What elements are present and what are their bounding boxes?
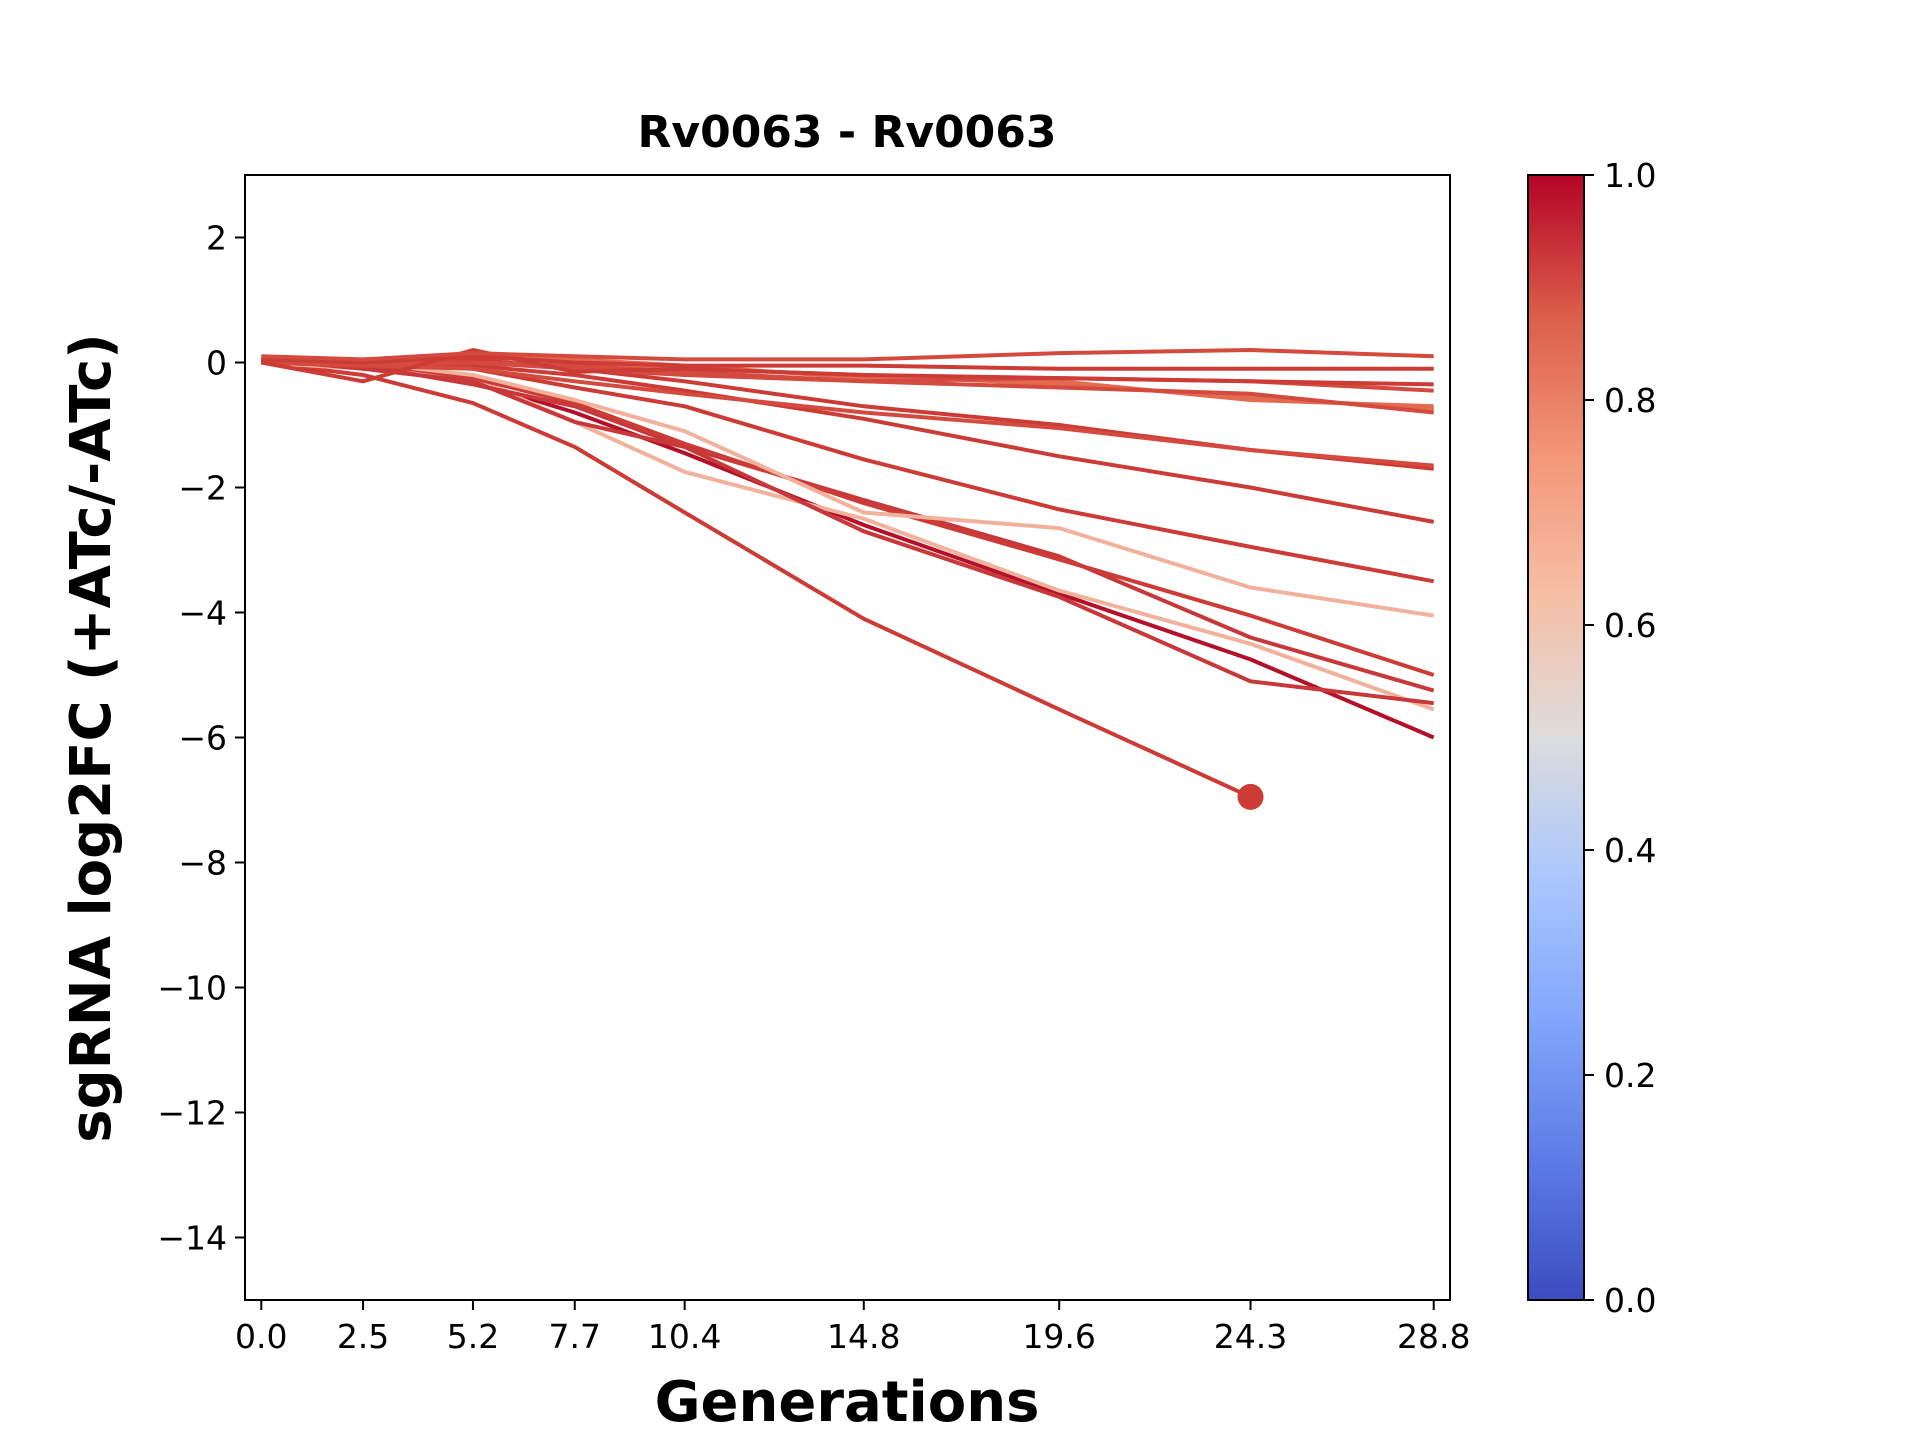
series-line-18 [261,348,1434,362]
y-tick-label: 2 [206,219,227,258]
colorbar-tick-label: 0.4 [1604,831,1656,870]
series-line-14 [261,360,1434,415]
colorbar-tick-label: 0.0 [1604,1281,1656,1320]
series-end-marker [1237,783,1264,810]
x-tick-label: 2.5 [337,1317,389,1356]
x-tick-label: 5.2 [447,1317,499,1356]
x-tick-label: 19.6 [1022,1317,1095,1356]
x-tick-label: 24.3 [1214,1317,1287,1356]
colorbar [1527,174,1585,1301]
y-tick-label: −4 [178,594,227,633]
colorbar-tick-label: 0.8 [1604,381,1656,420]
series-line-1 [261,360,1252,799]
chart-title: Rv0063 - Rv0063 [638,107,1057,158]
x-tick-label: 28.8 [1397,1317,1470,1356]
y-tick-label: −14 [157,1219,227,1258]
y-tick-label: −12 [157,1094,227,1133]
colorbar-ticks: 0.0 0.2 0.4 0.6 0.8 1.0 [1584,156,1656,1320]
series-line-16 [260,348,1434,387]
y-axis-label: sgRNA log2FC (+ATc/-ATc) [59,333,124,1143]
y-tick-label: −10 [157,969,227,1008]
x-tick-label: 10.4 [648,1317,721,1356]
colorbar-tick-label: 0.2 [1604,1056,1656,1095]
x-tick-label: 7.7 [549,1317,601,1356]
series-line-11 [261,360,1434,468]
y-tick-label: −2 [178,469,227,508]
plot-frame [244,174,1451,1301]
x-axis-label: Generations [655,1370,1040,1435]
y-tick-label: −6 [178,719,227,758]
x-tick-label: 14.8 [827,1317,900,1356]
y-axis-ticks: 2 0 −2 −4 −6 −8 −10 −12 −14 [157,219,245,1258]
colorbar-tick-label: 0.6 [1604,606,1656,645]
series-line-17 [261,354,1434,371]
colorbar-tick-label: 1.0 [1604,156,1656,195]
x-axis-ticks: 0.0 2.5 5.2 7.7 10.4 14.8 19.6 24.3 28.8 [235,1300,1470,1356]
y-tick-label: 0 [206,344,227,383]
y-tick-label: −8 [178,844,227,883]
plot-series [260,348,1435,810]
x-tick-label: 0.0 [235,1317,287,1356]
